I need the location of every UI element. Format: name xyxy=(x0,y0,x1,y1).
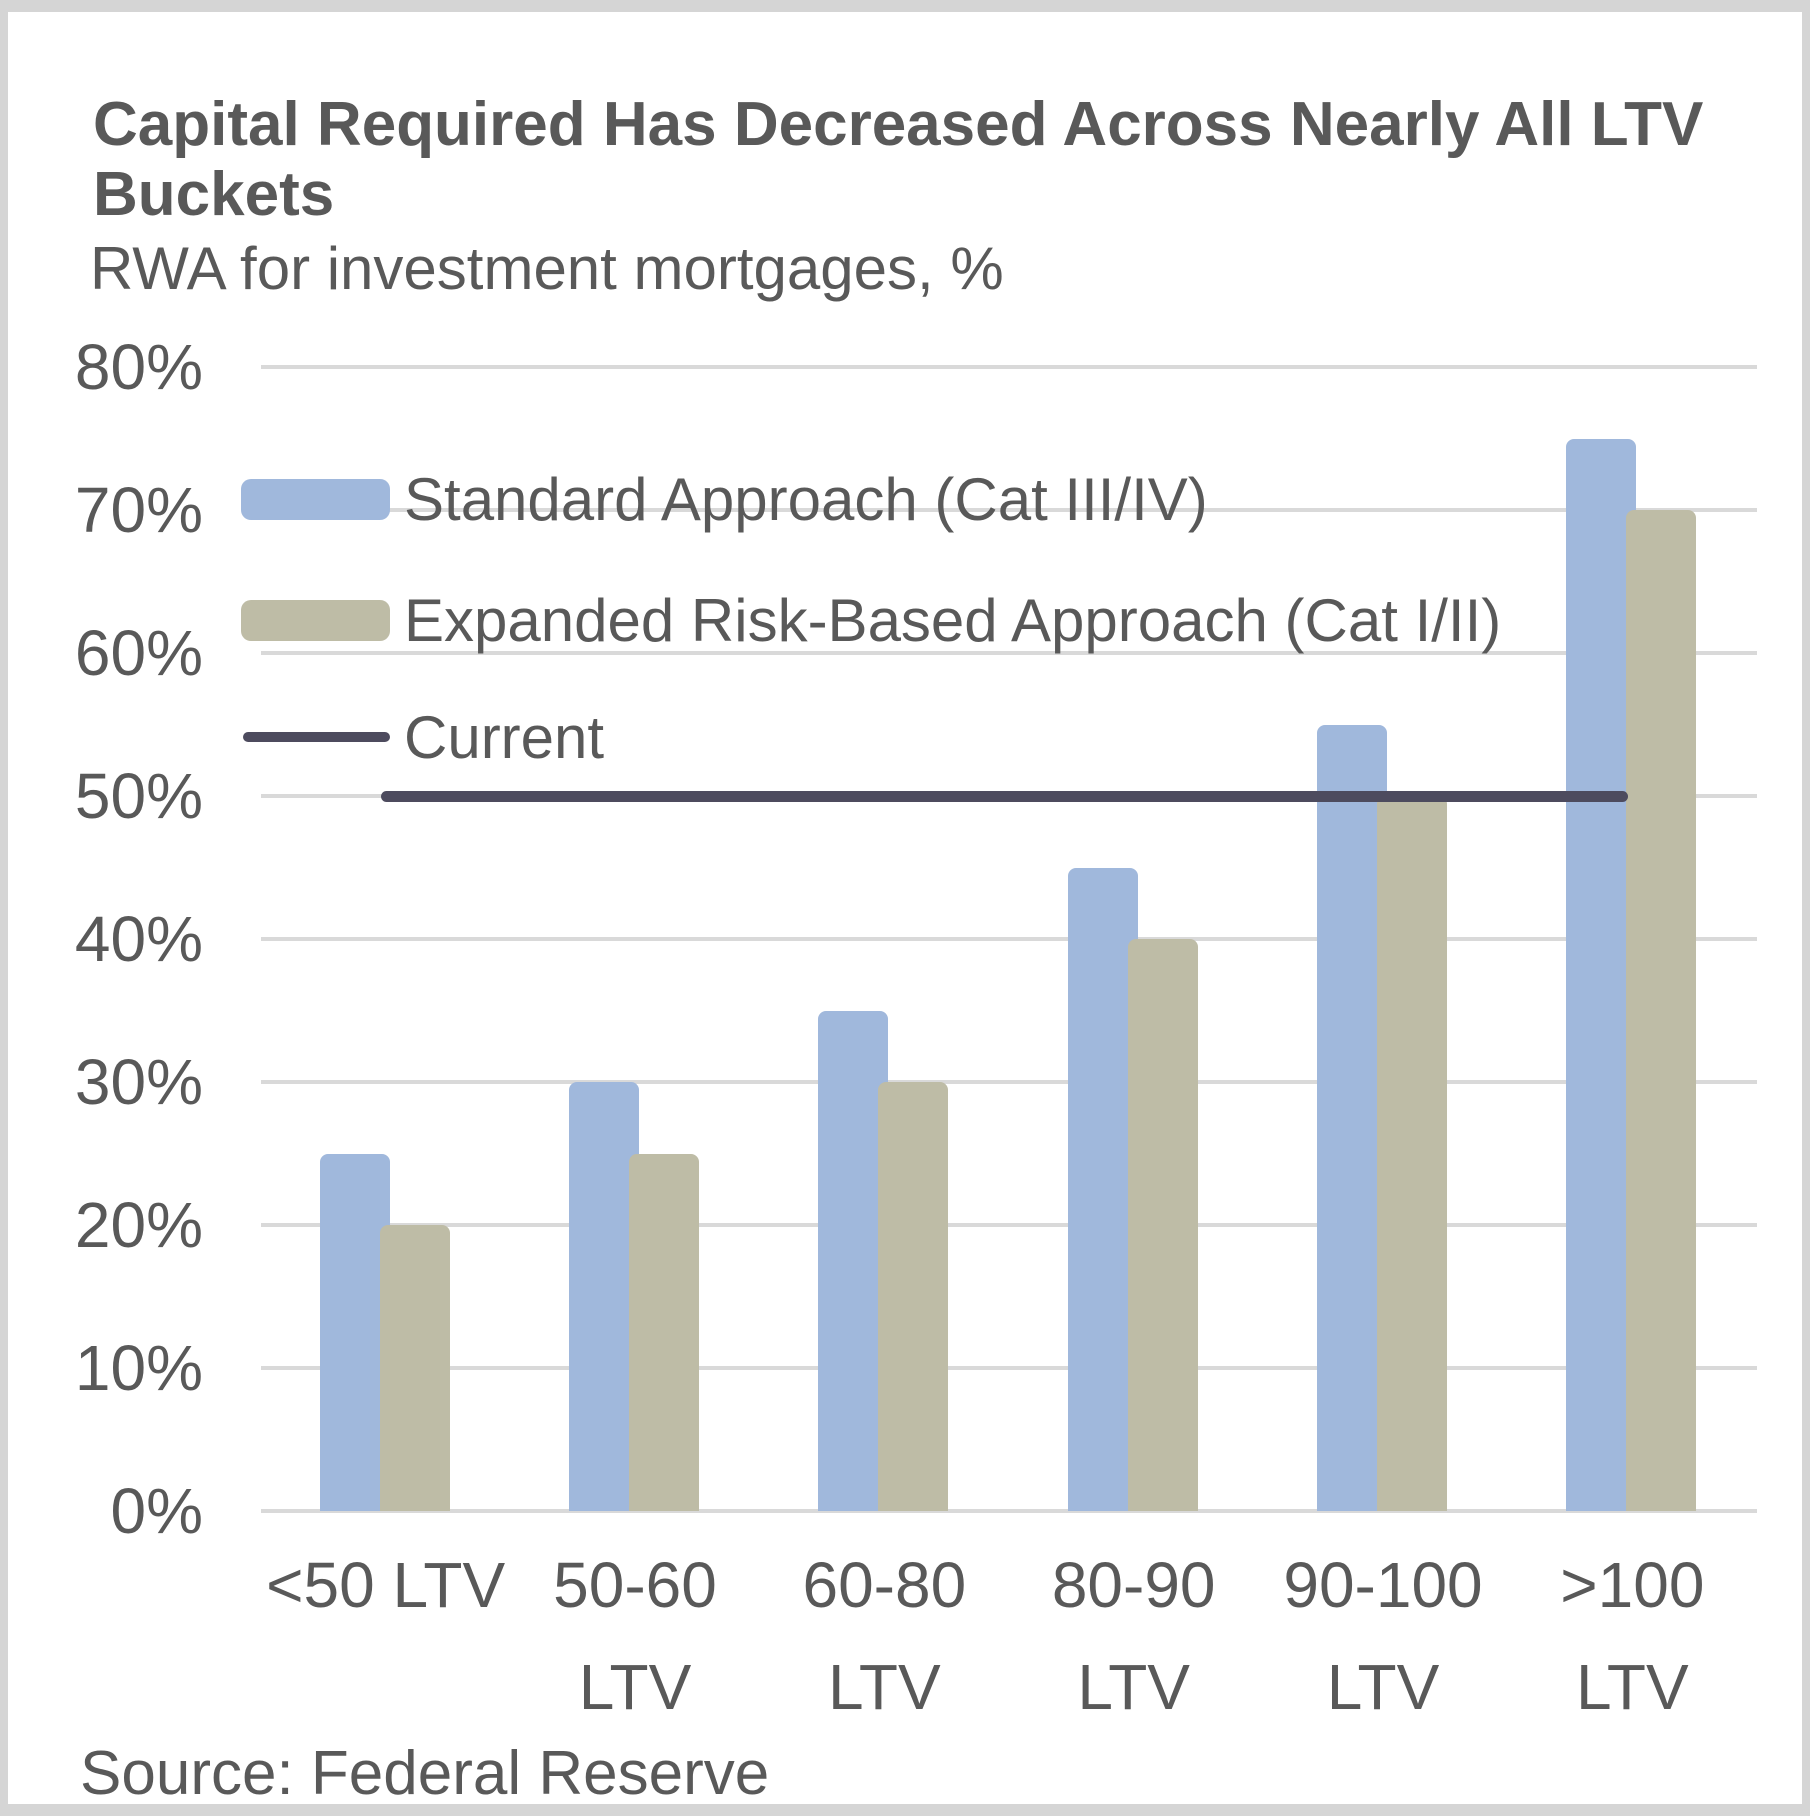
legend-swatch-expanded xyxy=(241,600,390,641)
bar-expanded-6 xyxy=(1626,510,1697,1511)
plot-area: 0% 10% 20% 30% 40% 50% 60% 70% 80% <50 LTV 50-60 L… xyxy=(8,12,1802,1804)
y-tick-label-10: 10% xyxy=(74,1332,203,1404)
gridline-40 xyxy=(261,937,1757,941)
y-tick-label-0: 0% xyxy=(110,1475,204,1547)
legend-item-standard: Standard Approach (Cat III/IV) xyxy=(241,470,1541,559)
x-tick-label-1: <50 LTV xyxy=(266,1549,506,1621)
bar-standard-2 xyxy=(569,1082,639,1511)
bar-expanded-1 xyxy=(379,1225,450,1511)
gridline-70 xyxy=(261,508,1757,512)
legend-label-expanded: Expanded Risk-Based Approach (Cat I/II) xyxy=(404,587,1502,654)
bar-standard-1 xyxy=(319,1153,390,1511)
bar-standard-5 xyxy=(1317,724,1387,1511)
gridline-10 xyxy=(261,1366,1757,1370)
source-note: Source: Federal Reserve xyxy=(80,1739,770,1808)
bar-expanded-2 xyxy=(629,1153,699,1511)
gridline-60 xyxy=(261,651,1757,655)
bar-expanded-5 xyxy=(1377,796,1447,1511)
chart-subtitle: RWA for investment mortgages, % xyxy=(90,235,1004,302)
bar-standard-3 xyxy=(818,1010,889,1511)
bar-standard-6 xyxy=(1566,438,1637,1511)
legend-label-current: Current xyxy=(404,704,605,771)
x-tick-label-5: 90-100 LTV xyxy=(1283,1549,1483,1723)
chart-title: Capital Required Has Decreased Across Ne… xyxy=(93,90,1704,229)
y-tick-label-30: 30% xyxy=(74,1046,203,1118)
bar-standard-4 xyxy=(1067,867,1138,1511)
y-tick-label-60: 60% xyxy=(74,617,203,689)
x-tick-label-6: >100 LTV xyxy=(1560,1549,1705,1723)
legend-item-current: Current xyxy=(241,700,1541,780)
legend-swatch-standard xyxy=(241,479,390,520)
current-line xyxy=(380,791,1629,802)
x-tick-label-2: 50-60 LTV xyxy=(553,1549,717,1723)
gridline-0 xyxy=(261,1509,1757,1513)
gridline-20 xyxy=(261,1223,1757,1227)
x-tick-label-3: 60-80 LTV xyxy=(802,1549,967,1723)
bar-expanded-3 xyxy=(878,1082,949,1511)
bar-expanded-4 xyxy=(1127,939,1198,1511)
legend-label-standard: Standard Approach (Cat III/IV) xyxy=(404,466,1208,533)
gridline-30 xyxy=(261,1080,1757,1084)
legend-item-expanded: Expanded Risk-Based Approach (Cat I/II) xyxy=(241,591,1541,680)
gridline-80 xyxy=(261,365,1757,369)
y-tick-label-50: 50% xyxy=(74,760,203,832)
y-tick-label-40: 40% xyxy=(74,903,203,975)
y-tick-label-20: 20% xyxy=(74,1189,203,1261)
x-tick-label-4: 80-90 LTV xyxy=(1051,1549,1216,1723)
legend-line-swatch-current xyxy=(243,732,390,742)
y-tick-label-80: 80% xyxy=(74,331,203,403)
y-tick-label-70: 70% xyxy=(74,474,203,546)
